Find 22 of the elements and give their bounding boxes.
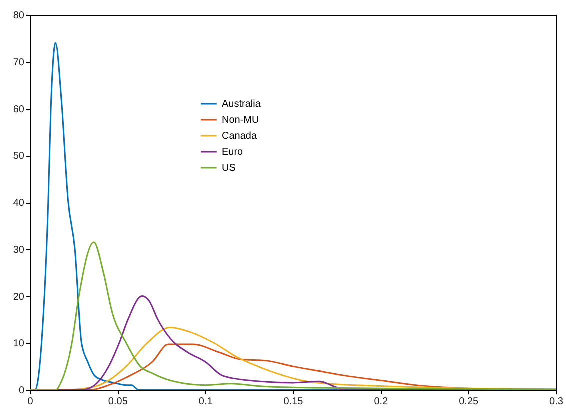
legend-label: US bbox=[222, 163, 236, 174]
x-tick-label: 0.25 bbox=[459, 396, 479, 408]
y-tick-label: 20 bbox=[13, 292, 25, 303]
x-tick-label: 0.15 bbox=[284, 396, 304, 408]
y-tick-label: 30 bbox=[13, 244, 25, 256]
x-tick-label: 0.1 bbox=[198, 396, 214, 408]
legend-label: Australia bbox=[222, 99, 262, 110]
x-tick-label: 0.3 bbox=[550, 396, 564, 408]
y-tick-label: 60 bbox=[13, 104, 25, 116]
x-tick-label: 0.2 bbox=[374, 396, 389, 408]
y-tick-label: 0 bbox=[18, 386, 25, 396]
y-tick-label: 40 bbox=[13, 198, 25, 209]
legend-label: Non-MU bbox=[222, 115, 260, 126]
y-tick-label: 10 bbox=[13, 338, 25, 350]
x-tick-label: 0 bbox=[28, 396, 34, 408]
legend-label: Euro bbox=[222, 147, 244, 158]
x-tick-label: 0.05 bbox=[108, 396, 128, 408]
y-tick-label: 80 bbox=[13, 10, 25, 22]
line-series bbox=[30, 242, 556, 390]
y-tick-label: 70 bbox=[13, 57, 25, 68]
y-tick-label: 50 bbox=[13, 151, 25, 162]
legend-label: Canada bbox=[222, 131, 258, 142]
